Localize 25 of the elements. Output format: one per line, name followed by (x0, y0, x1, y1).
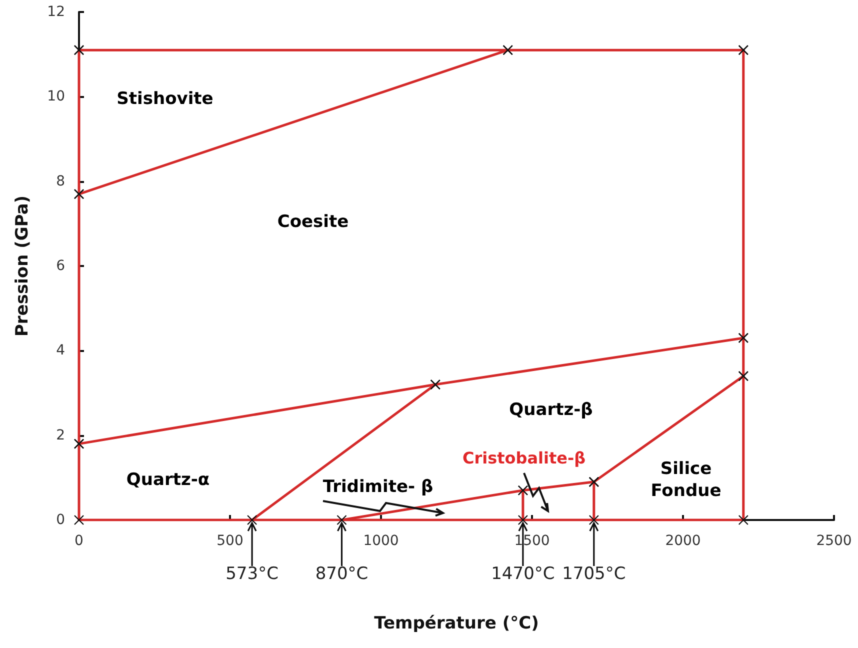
annotation: Coesite (277, 210, 349, 234)
y-tick-label: 12 (47, 4, 65, 20)
y-tick-label: 8 (56, 173, 65, 190)
annotation: 1470°C (491, 564, 555, 584)
x-axis-title: Température (°C) (374, 614, 539, 634)
annotation: 870°C (315, 564, 368, 584)
annotation: 573°C (226, 564, 278, 584)
x-tick-label: 1000 (363, 533, 399, 549)
y-tick-label: 6 (56, 258, 66, 274)
x-tick-label: 2000 (665, 533, 701, 549)
x-tick-label: 0 (74, 533, 84, 549)
annotation: Cristobalite-β (462, 448, 586, 470)
x-tick-label: 2500 (816, 533, 852, 549)
annotation: Silice Fondue (650, 458, 722, 502)
x-tick-label: 500 (216, 533, 244, 549)
y-tick-label: 2 (56, 427, 65, 444)
annotation: Quartz-β (509, 398, 593, 422)
annotation: 1705°C (562, 564, 626, 584)
y-tick-label: 0 (56, 512, 65, 528)
annotation: Stishovite (116, 88, 214, 110)
y-axis-title: Pression (GPa) (12, 195, 32, 337)
annotation: Tridimite- β (322, 476, 434, 498)
annotation: Quartz-α (126, 468, 210, 492)
y-tick-label: 4 (56, 342, 66, 359)
y-tick-label: 10 (47, 88, 65, 105)
